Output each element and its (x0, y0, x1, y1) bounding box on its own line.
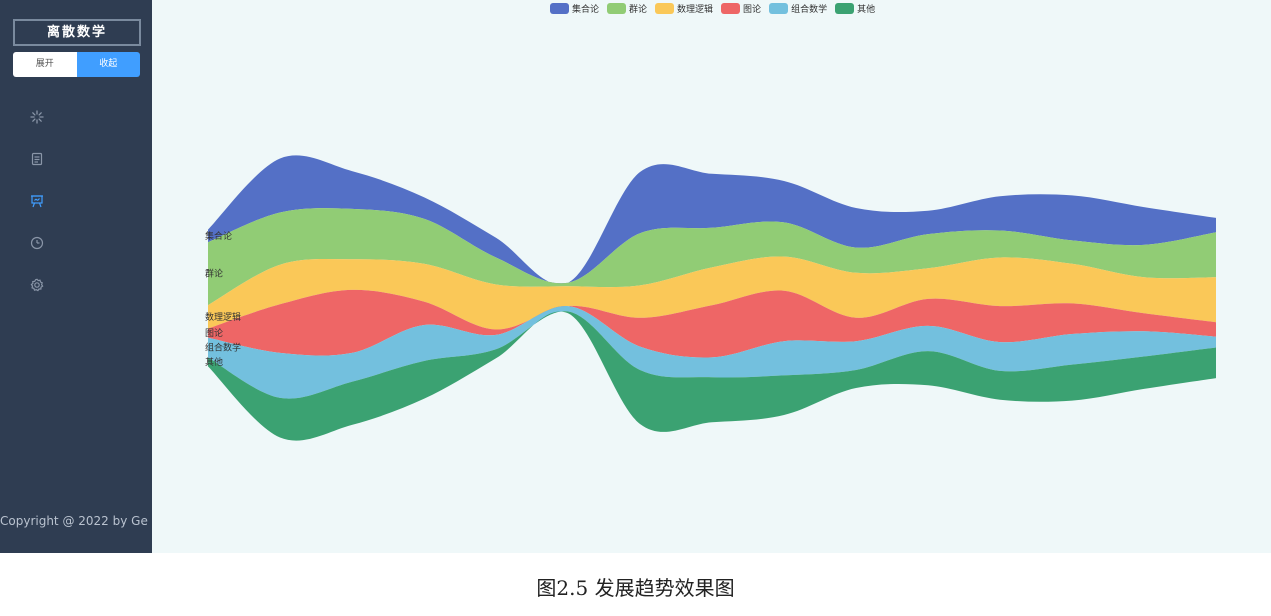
sidebar-nav (0, 96, 152, 306)
expand-collapse-toggle: 展开 收起 (13, 52, 140, 77)
figure-caption: 图2.5 发展趋势效果图 (536, 576, 735, 600)
legend-swatch (769, 2, 789, 14)
series-label-5: 其他 (205, 356, 223, 368)
document-icon (31, 152, 43, 166)
stream-layer-1[interactable] (208, 208, 1216, 306)
collapse-button[interactable]: 收起 (76, 52, 140, 77)
stream-layer-5[interactable] (208, 311, 1216, 441)
legend-label: 集合论 (572, 4, 600, 15)
sidebar: 离散数学 展开 收起 (0, 0, 152, 553)
stream-layer-4[interactable] (208, 306, 1216, 399)
legend-label: 组合数学 (791, 4, 828, 15)
stream-layer-3[interactable] (208, 289, 1216, 358)
legend-item-0[interactable]: 集合论 (550, 2, 599, 15)
legend-swatch (721, 2, 741, 14)
legend-label: 数理逻辑 (677, 4, 714, 15)
legend-item-5[interactable]: 其他 (835, 2, 875, 15)
nav-item-presentation[interactable] (0, 180, 152, 222)
nav-item-document[interactable] (0, 138, 152, 180)
settings-icon (30, 278, 44, 292)
clock-icon (30, 236, 44, 250)
stream-layer-2[interactable] (208, 256, 1216, 330)
presentation-icon (31, 195, 43, 208)
series-label-3: 图论 (205, 327, 223, 339)
legend-swatch (835, 2, 855, 14)
legend-item-2[interactable]: 数理逻辑 (655, 2, 713, 15)
app-title: 离散数学 (13, 19, 141, 46)
expand-button[interactable]: 展开 (13, 52, 77, 77)
nav-item-loading[interactable] (0, 96, 152, 138)
nav-item-settings[interactable] (0, 264, 152, 306)
main-panel: 集合论 群论 数理逻辑 图论 组合数学 其他 集合论 群论 数理逻辑 图论 组合数学 其他 (152, 0, 1271, 553)
series-label-4: 组合数学 (205, 342, 241, 354)
series-label-2: 数理逻辑 (205, 311, 241, 323)
legend-label: 图论 (743, 4, 762, 15)
series-label-0: 集合论 (205, 230, 232, 242)
legend-item-3[interactable]: 图论 (721, 2, 761, 15)
legend-label: 其他 (857, 4, 876, 15)
chart-legend: 集合论 群论 数理逻辑 图论 组合数学 其他 (550, 1, 883, 15)
legend-label: 群论 (629, 4, 648, 15)
legend-swatch (607, 2, 627, 14)
stream-layer-0[interactable] (208, 155, 1216, 285)
loading-icon (30, 110, 44, 124)
legend-item-1[interactable]: 群论 (607, 2, 647, 15)
series-label-1: 群论 (205, 268, 223, 280)
app-window: 离散数学 展开 收起 (0, 0, 1271, 553)
legend-item-4[interactable]: 组合数学 (769, 2, 827, 15)
legend-swatch (655, 2, 675, 14)
copyright-text: Copyright @ 2022 by Ge (0, 514, 148, 528)
legend-swatch (550, 2, 569, 14)
nav-item-clock[interactable] (0, 222, 152, 264)
